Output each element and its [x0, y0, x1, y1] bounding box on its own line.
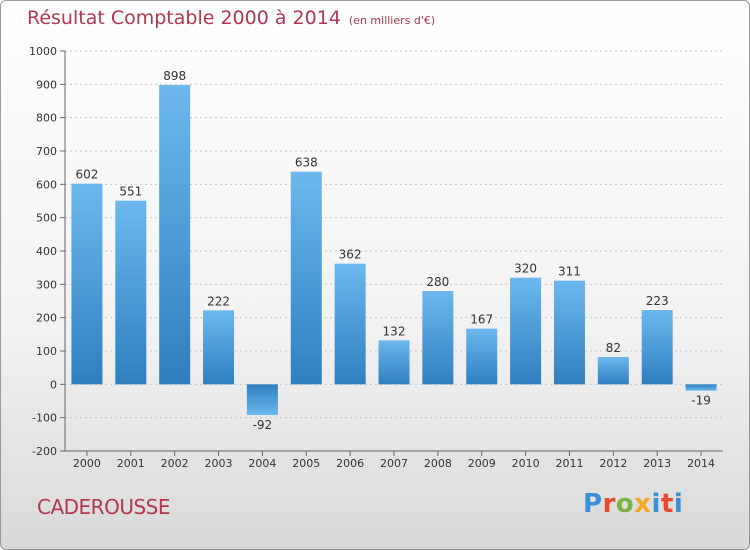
x-tick-label-2007: 2007 — [380, 457, 408, 470]
chart-title-text: Résultat Comptable 2000 à 2014 — [27, 7, 341, 29]
proxiti-logo: Proxiti — [583, 489, 684, 519]
x-tick-label-2006: 2006 — [336, 457, 364, 470]
data-label-2004: -92 — [253, 418, 273, 432]
bar-2014 — [685, 384, 717, 391]
data-label-2008: 280 — [426, 275, 449, 289]
data-label-2011: 311 — [558, 265, 581, 279]
bar-2008 — [422, 291, 454, 385]
x-tick-label-2004: 2004 — [248, 457, 276, 470]
x-tick-label-2002: 2002 — [161, 457, 189, 470]
bar-2005 — [290, 171, 322, 385]
commune-name: CADEROUSSE — [37, 495, 171, 519]
bar-2007 — [378, 340, 410, 385]
x-tick-label-2012: 2012 — [599, 457, 627, 470]
data-label-2006: 362 — [339, 248, 362, 262]
data-label-2014: -19 — [691, 394, 711, 408]
y-tick-label: 100 — [36, 345, 57, 358]
data-label-2002: 898 — [163, 69, 186, 83]
y-tick-label: -100 — [32, 412, 57, 425]
bar-2012 — [597, 357, 629, 385]
x-tick-label-2001: 2001 — [117, 457, 145, 470]
label-layer: 602 551 898 222 -92 638 362 132 280 167 320 311 82 22… — [75, 69, 710, 432]
axis-layer: -200 -100 0 100 200 300 400 500 600 700 800 900 1000… — [29, 45, 723, 470]
bar-2004 — [246, 384, 278, 415]
y-tick-label: 600 — [36, 178, 57, 191]
x-tick-label-2011: 2011 — [555, 457, 583, 470]
chart-unit: (en milliers d'€) — [348, 14, 436, 27]
y-tick-label: 0 — [50, 378, 57, 391]
bar-layer — [71, 85, 717, 415]
bar-2002 — [159, 85, 191, 385]
chart-title: Résultat Comptable 2000 à 2014 (en millie… — [27, 7, 435, 29]
x-tick-label-2008: 2008 — [424, 457, 452, 470]
bar-2011 — [553, 280, 585, 385]
bar-2000 — [71, 183, 103, 385]
x-tick-label-2013: 2013 — [643, 457, 671, 470]
bar-2013 — [641, 310, 673, 385]
y-tick-label: 200 — [36, 312, 57, 325]
bar-chart: -200 -100 0 100 200 300 400 500 600 700 800 900 1000… — [29, 45, 723, 470]
y-tick-label: 300 — [36, 278, 57, 291]
data-label-2009: 167 — [470, 313, 493, 327]
data-label-2000: 602 — [75, 168, 98, 182]
y-tick-label: 1000 — [29, 45, 57, 58]
bar-2001 — [115, 200, 147, 385]
y-tick-label: 500 — [36, 212, 57, 225]
data-label-2013: 223 — [646, 294, 669, 308]
data-label-2012: 82 — [606, 341, 621, 355]
x-tick-label-2014: 2014 — [687, 457, 715, 470]
x-tick-label-2005: 2005 — [292, 457, 320, 470]
y-tick-label: 700 — [36, 145, 57, 158]
bar-2006 — [334, 263, 366, 385]
y-tick-label: 400 — [36, 245, 57, 258]
data-label-2007: 132 — [383, 324, 406, 338]
bar-2003 — [203, 310, 235, 385]
x-tick-label-2010: 2010 — [512, 457, 540, 470]
data-label-2010: 320 — [514, 262, 537, 276]
y-tick-label: 900 — [36, 78, 57, 91]
y-tick-label: -200 — [32, 445, 57, 458]
bar-2009 — [466, 328, 498, 385]
x-tick-label-2009: 2009 — [468, 457, 496, 470]
data-label-2003: 222 — [207, 294, 230, 308]
y-tick-label: 800 — [36, 112, 57, 125]
x-tick-label-2000: 2000 — [73, 457, 101, 470]
data-label-2001: 551 — [119, 185, 142, 199]
x-tick-label-2003: 2003 — [205, 457, 233, 470]
bar-2010 — [510, 277, 542, 385]
data-label-2005: 638 — [295, 156, 318, 170]
